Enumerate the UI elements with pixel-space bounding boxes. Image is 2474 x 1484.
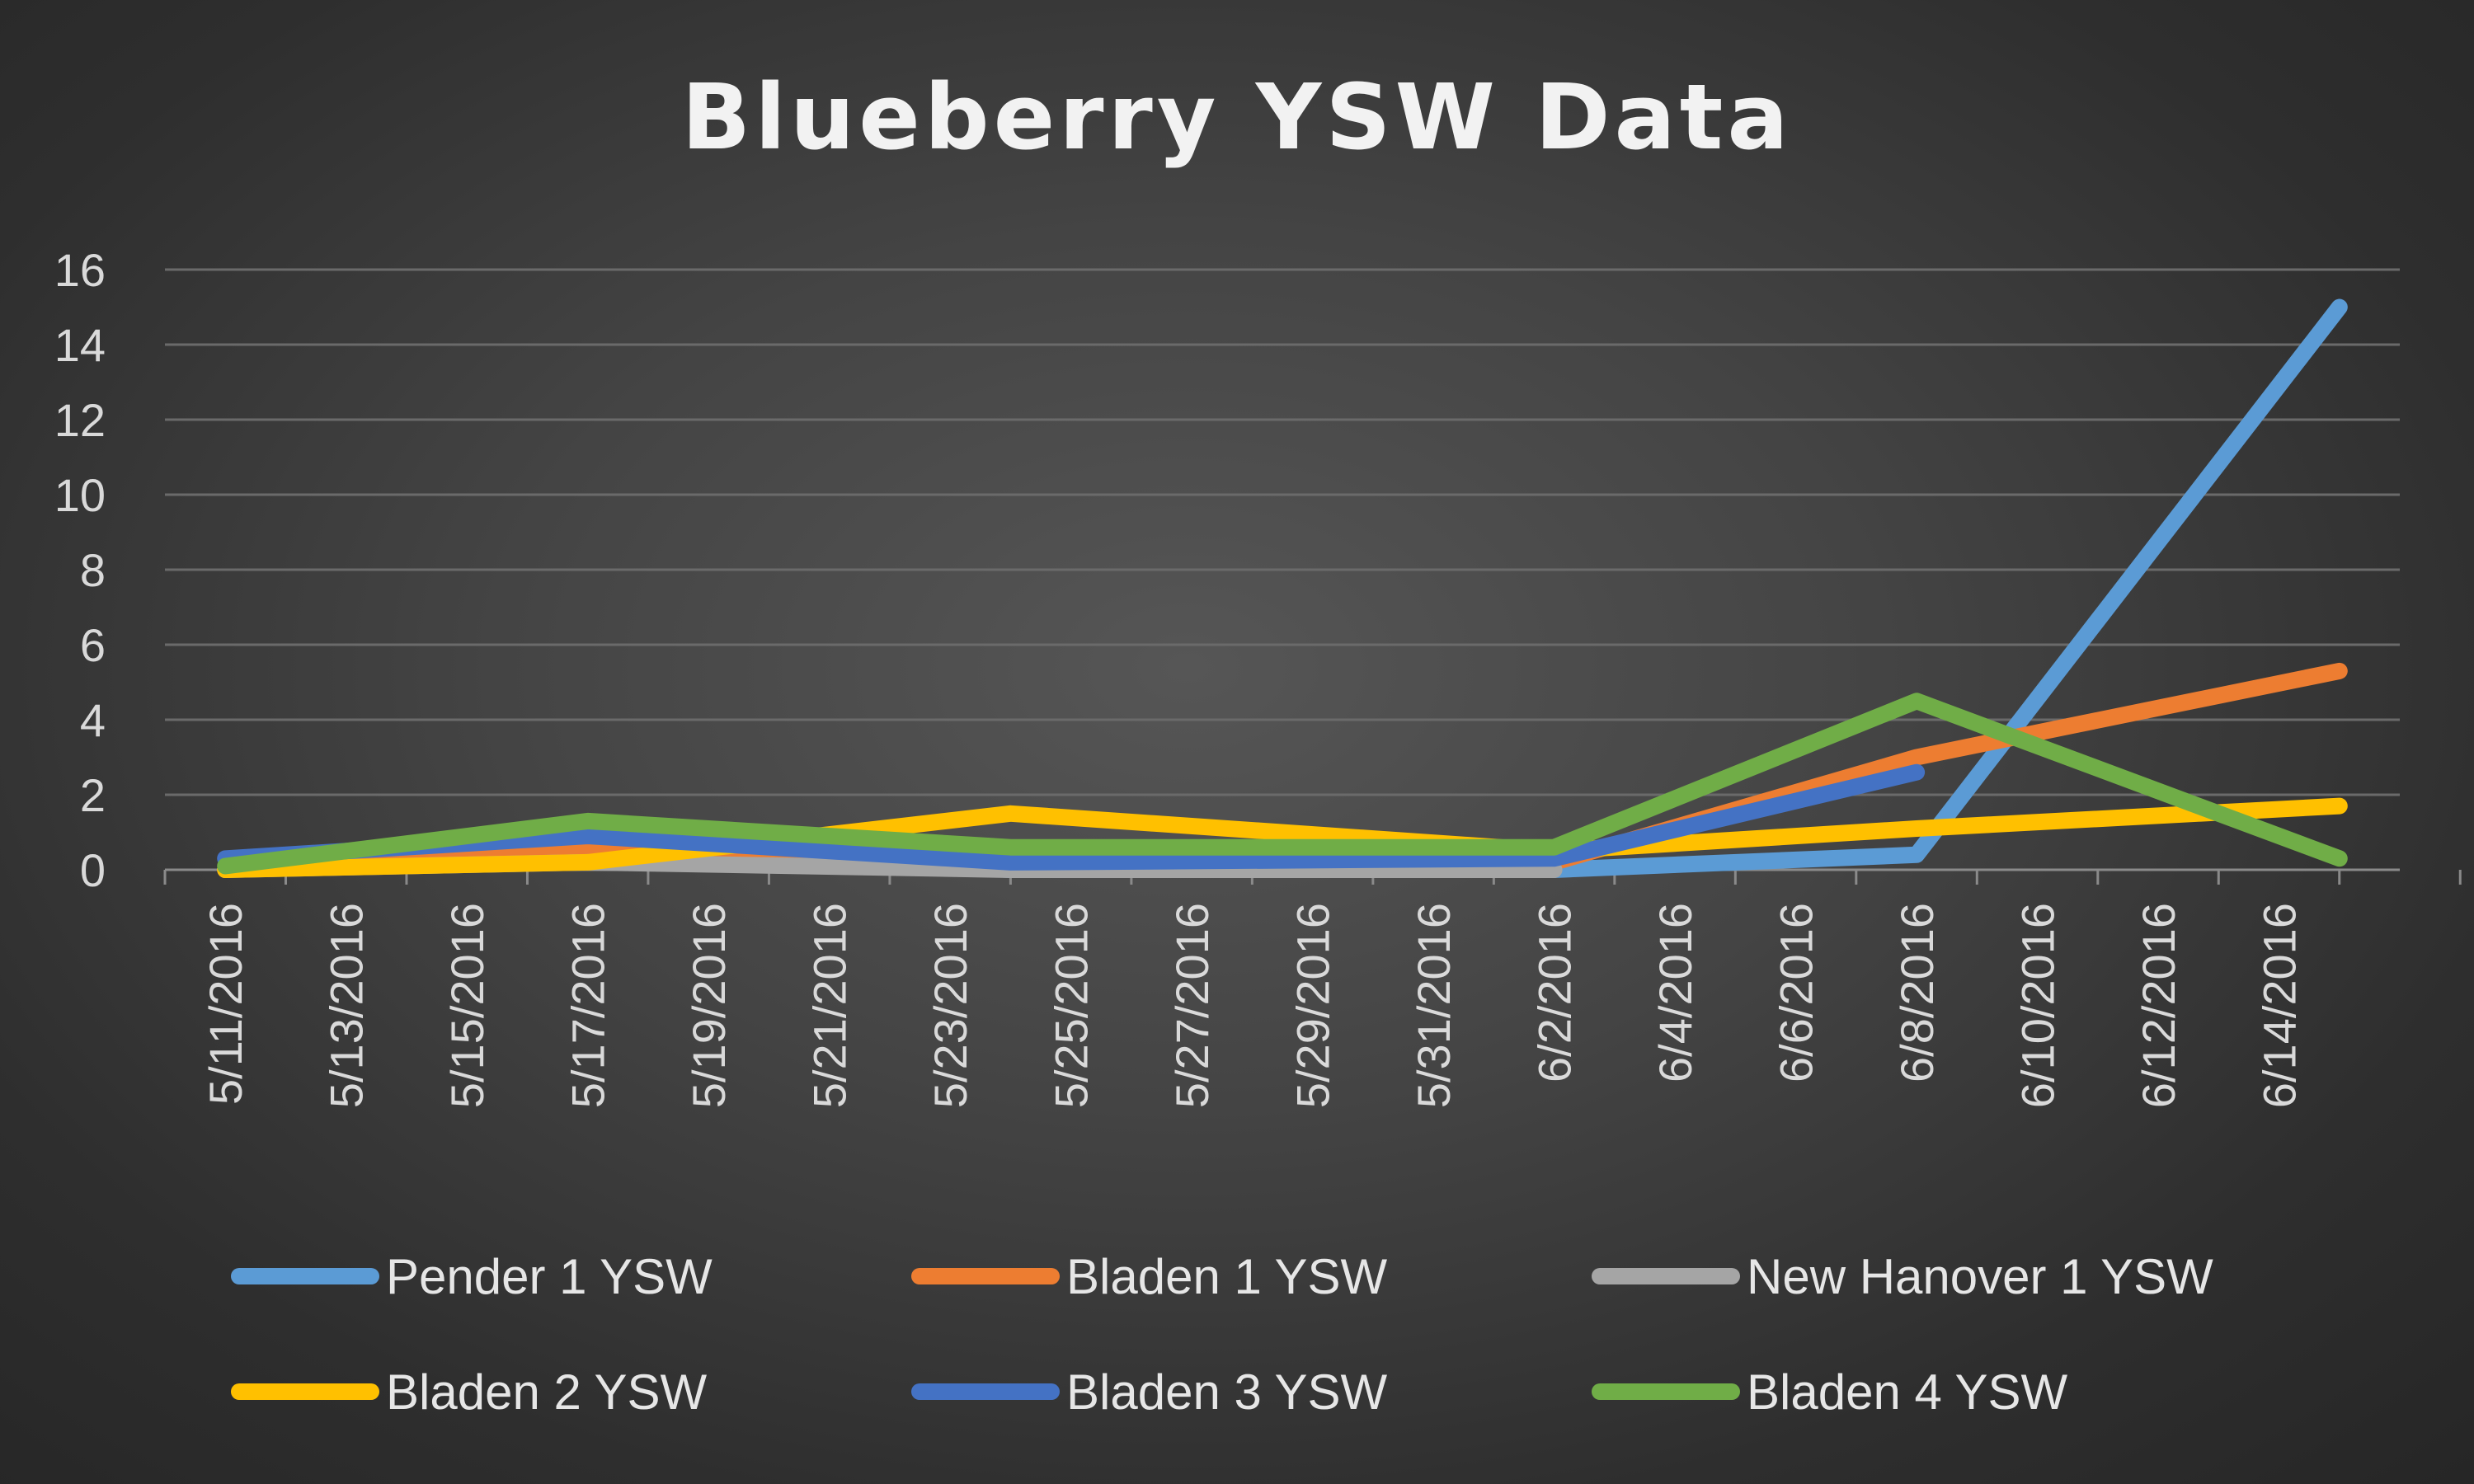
y-tick-label: 12 (54, 394, 106, 446)
x-tick-label: 6/12/2016 (2133, 903, 2185, 1108)
legend-label: Bladen 2 YSW (386, 1364, 707, 1420)
x-tick-label: 5/25/2016 (1046, 903, 1098, 1108)
y-tick-label: 0 (80, 844, 106, 896)
x-tick-label: 5/23/2016 (924, 903, 976, 1108)
series-line-pender-1-ysw (217, 298, 2348, 878)
x-tick-label: 6/2/2016 (1529, 903, 1581, 1082)
x-tick-label: 6/4/2016 (1649, 903, 1701, 1082)
x-tick-label: 5/19/2016 (683, 903, 735, 1108)
legend-label: Bladen 1 YSW (1066, 1249, 1387, 1304)
series-lines (217, 298, 2348, 878)
y-tick-label: 2 (80, 769, 106, 821)
x-tick-label: 5/31/2016 (1408, 903, 1460, 1108)
x-tick-label: 5/29/2016 (1287, 903, 1339, 1108)
y-tick-label: 16 (54, 244, 106, 296)
legend-label: Bladen 3 YSW (1066, 1364, 1387, 1420)
legend-label: Pender 1 YSW (386, 1249, 713, 1304)
legend-label: New Hanover 1 YSW (1747, 1249, 2213, 1304)
y-tick-label: 6 (80, 619, 106, 671)
x-tick-label: 5/17/2016 (562, 903, 614, 1108)
y-tick-label: 14 (54, 319, 106, 371)
x-tick-label: 6/8/2016 (1891, 903, 1943, 1082)
x-tick-label: 5/21/2016 (804, 903, 856, 1108)
x-tick-label: 5/11/2016 (200, 903, 252, 1105)
series-line-bladen-4-ysw (217, 693, 2348, 875)
y-tick-label: 8 (80, 544, 106, 596)
x-axis: 5/11/2016 5/13/2016 5/15/2016 5/17/2016 5/19… (163, 868, 2462, 1108)
gridlines (165, 268, 2400, 796)
series-line-bladen-2-ysw (217, 797, 2348, 878)
x-tick-label: 6/10/2016 (2012, 903, 2064, 1108)
y-tick-label: 4 (80, 694, 106, 746)
x-tick-label: 5/15/2016 (441, 903, 493, 1108)
x-tick-label: 6/14/2016 (2254, 903, 2306, 1108)
y-axis: 0 2 4 6 8 10 12 14 16 (54, 244, 106, 896)
legend: Pender 1 YSW Bladen 1 YSW New Hanover 1 YS… (231, 1249, 2213, 1420)
x-tick-label: 6/6/2016 (1771, 903, 1823, 1082)
chart-title: Blueberry YSW Data (681, 64, 1792, 170)
y-tick-label: 10 (54, 469, 106, 521)
x-tick-label: 5/27/2016 (1166, 903, 1218, 1108)
legend-label: Bladen 4 YSW (1747, 1364, 2067, 1420)
x-tick-label: 5/13/2016 (321, 903, 373, 1108)
